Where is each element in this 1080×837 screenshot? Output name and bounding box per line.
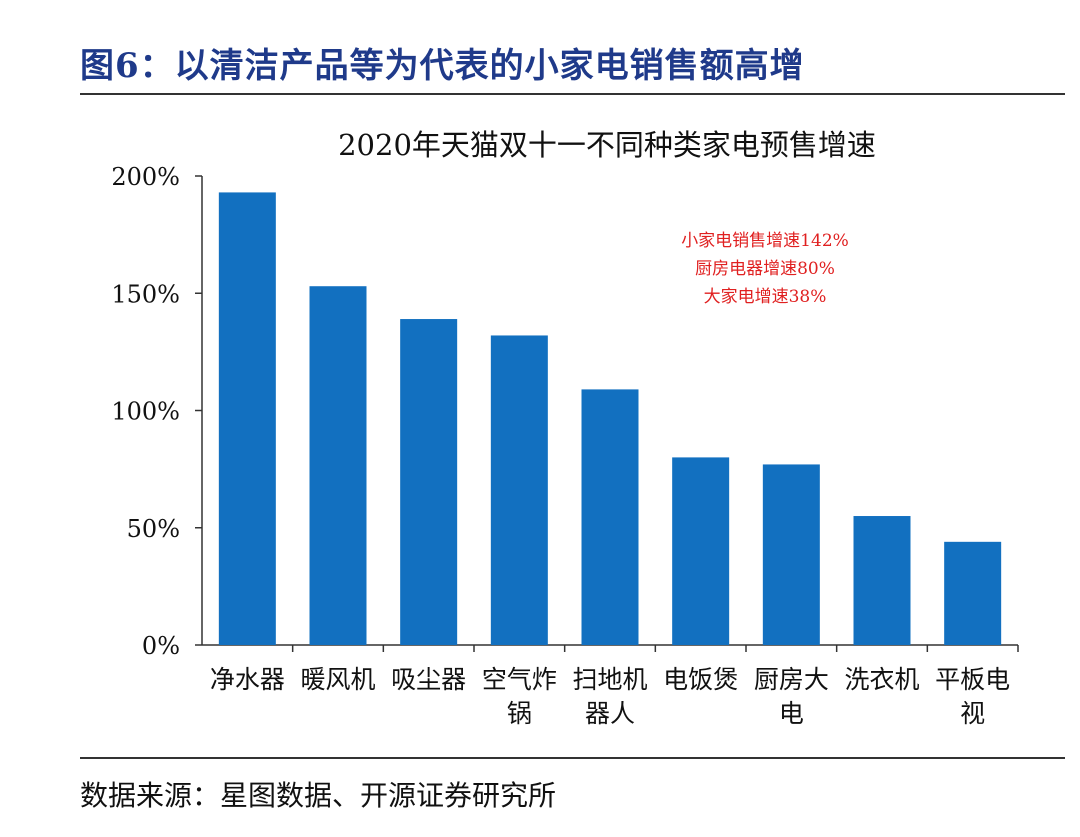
annotation-large-appliance: 大家电增速38% [703,287,827,307]
x-tick-label: 锅 [507,699,532,728]
y-tick-label: 0% [142,632,180,660]
x-tick-label: 暖风机 [300,665,375,694]
y-tick-label: 200% [111,163,180,191]
bar [853,516,911,645]
y-tick-label: 150% [111,280,180,308]
bar [309,286,367,645]
y-tick-label: 50% [127,515,180,543]
bar [672,457,730,645]
x-tick-label: 空气炸 [482,665,557,694]
bar [400,319,458,645]
x-tick-label: 电 [779,699,804,728]
bar [762,464,820,645]
x-tick-label: 器人 [585,699,635,728]
x-tick-label: 净水器 [210,665,285,694]
bar [581,389,639,645]
x-tick-label: 视 [960,699,985,728]
figure-title: 图6：以清洁产品等为代表的小家电销售额高增 [80,46,805,86]
x-tick-label: 厨房大 [754,665,829,694]
annotation-small-appliance: 小家电销售增速142% [681,231,849,251]
bottom-rule [80,757,1065,759]
x-tick-label: 扫地机 [572,665,647,694]
bar [218,192,276,646]
x-tick-label: 吸尘器 [391,665,466,694]
x-tick-label: 平板电 [935,665,1010,694]
bar-chart: 2020年天猫双十一不同种类家电预售增速 净水器 暖风机 吸尘器 空气炸锅扫地机器人电… [111,128,1019,728]
x-tick-label: 电饭煲 [663,665,738,694]
annotation-kitchen-appliance: 厨房电器增速80% [695,259,835,279]
x-tick-label: 洗衣机 [844,665,919,694]
top-rule [80,93,1065,95]
bar [490,335,548,645]
chart-title: 2020年天猫双十一不同种类家电预售增速 [338,128,876,162]
y-tick-label: 100% [111,398,180,426]
bar [944,541,1002,645]
growth-annotation: 小家电销售增速142% 厨房电器增速80% 大家电增速38% [640,227,890,311]
source-note: 数据来源：星图数据、开源证券研究所 [80,779,557,812]
